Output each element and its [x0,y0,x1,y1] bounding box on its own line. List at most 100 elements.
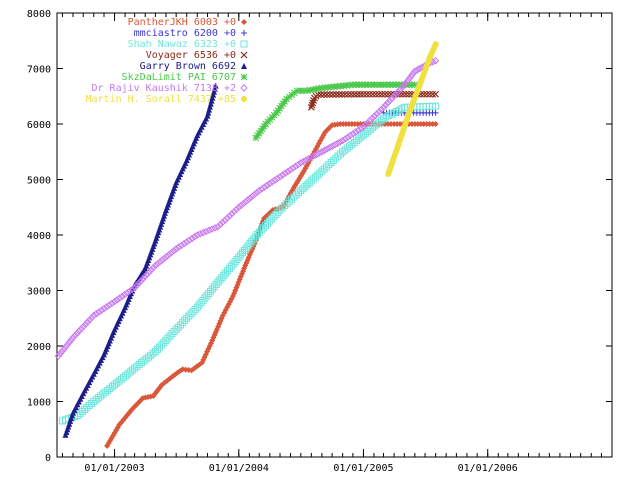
series-marker [409,69,417,78]
series-marker [209,94,216,101]
series-marker [329,91,337,98]
series-marker [208,97,215,104]
series-marker [340,82,347,90]
series-marker [225,265,233,273]
series-marker [208,225,216,233]
series-marker [205,109,212,116]
series-marker [315,85,323,92]
legend-label: Dr Rajiv Kaushik 7138 +2 [92,83,237,94]
series-marker [372,90,380,98]
series-marker [251,190,259,199]
series-marker [168,330,176,338]
series-marker [364,127,372,135]
series-marker [244,242,252,250]
series-marker [263,181,271,190]
series-marker [108,383,116,391]
series-marker [164,334,172,342]
data-point [151,348,159,356]
series-marker [294,160,302,169]
series-marker [366,126,374,134]
series-marker [268,178,276,186]
series-marker [348,140,356,148]
series-marker [314,171,322,179]
series-marker [187,310,195,318]
series-marker [85,316,94,324]
series-marker [312,85,320,93]
series-marker [396,90,404,98]
series-marker [207,100,214,107]
series-marker [408,81,416,89]
data-point [255,228,263,236]
series-marker [402,90,410,98]
series-marker [185,312,193,320]
series-marker [201,294,209,302]
series-marker [191,305,199,313]
legend-marker [241,96,247,102]
series-marker [241,197,250,206]
series-marker [281,169,289,177]
data-point [380,81,387,89]
series-marker [375,90,383,98]
y-tick-label: 1000 [27,398,51,409]
series-marker [384,121,391,127]
series-marker [108,299,116,308]
series-marker [274,208,282,216]
series-marker [210,283,218,291]
series-marker [375,107,383,116]
series-marker [185,236,194,244]
data-point [432,90,440,98]
series-marker [273,174,282,183]
series-marker [181,316,189,324]
series-marker [368,114,377,122]
series-marker [115,294,124,302]
series-marker [83,403,91,411]
series-marker [135,279,143,287]
series-marker [160,339,168,347]
series-marker [188,234,196,243]
series-marker [128,366,136,374]
series-marker [353,137,361,145]
series-marker [355,135,363,143]
series-marker [302,156,310,164]
series-marker [321,84,329,91]
x-tick-label: 01/01/2006 [458,463,518,474]
series-marker [336,150,344,158]
data-point [172,325,180,333]
series-marker [175,243,183,251]
data-point [360,90,367,98]
series-marker [183,314,191,322]
series-marker [383,99,392,107]
series-marker [341,146,349,154]
data-point [255,186,263,195]
series-marker [228,210,236,218]
series-marker [334,152,342,160]
series-marker [388,121,395,127]
series-marker [167,248,176,257]
series-marker [327,83,335,91]
series-marker [330,83,338,91]
series-marker [361,120,370,129]
data-point [297,159,305,167]
series-marker [305,154,313,163]
data-point [318,148,326,156]
data-point [172,245,180,253]
series-marker [309,175,317,183]
series-marker [323,91,331,98]
series-marker [264,219,272,227]
series-marker [278,171,287,179]
series-marker [299,157,308,166]
series-marker [77,325,86,333]
data-point [276,173,284,181]
series-marker [100,304,108,313]
series-marker [211,224,219,232]
series-marker [240,246,248,254]
series-marker [357,133,365,141]
series-marker [261,222,269,230]
series-marker [244,196,252,204]
series-marker [297,87,304,95]
series-marker [326,91,334,98]
series-marker [363,90,370,98]
series-marker [71,331,79,340]
series-marker [373,110,381,118]
series-marker [386,81,394,89]
